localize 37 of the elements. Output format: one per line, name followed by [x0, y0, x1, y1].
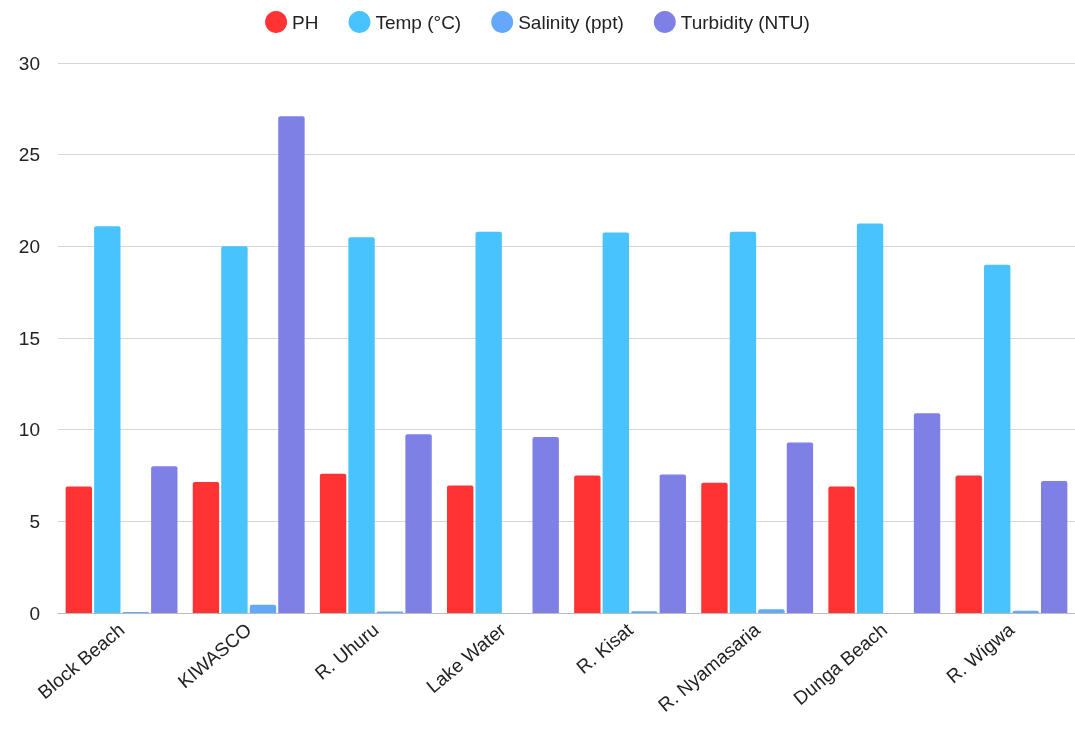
legend-label: PH [292, 11, 319, 33]
bar [319, 473, 347, 613]
bar [278, 116, 305, 613]
y-tick-label: 5 [29, 510, 40, 532]
legend-label: Temp (°C) [375, 11, 462, 33]
bar [192, 481, 220, 613]
bar [758, 609, 785, 613]
bar [151, 466, 178, 613]
bar [1040, 481, 1068, 613]
legend-label: Turbidity (NTU) [680, 11, 810, 33]
bar [602, 232, 630, 613]
bar [249, 604, 277, 613]
y-tick-label: 30 [18, 52, 40, 74]
bar [574, 475, 601, 613]
bar [405, 434, 432, 613]
bar [65, 486, 93, 613]
bar [856, 223, 884, 613]
bar [786, 442, 814, 613]
bar [984, 264, 1011, 613]
bar [913, 413, 941, 613]
bar [729, 231, 757, 613]
y-tick-label: 15 [18, 327, 40, 349]
y-tick-label: 20 [18, 235, 40, 257]
bar [701, 482, 728, 613]
bar [221, 246, 248, 613]
bar [475, 231, 502, 613]
bar [659, 474, 686, 613]
legend-label: Salinity (ppt) [518, 11, 624, 33]
bar [828, 486, 855, 613]
bar [348, 237, 375, 613]
bar [955, 475, 982, 613]
y-tick-label: 25 [18, 144, 40, 166]
bar [447, 485, 474, 613]
y-tick-label: 10 [18, 419, 40, 441]
y-tick-label: 0 [29, 602, 40, 624]
bar [532, 437, 559, 613]
bar [94, 226, 121, 613]
